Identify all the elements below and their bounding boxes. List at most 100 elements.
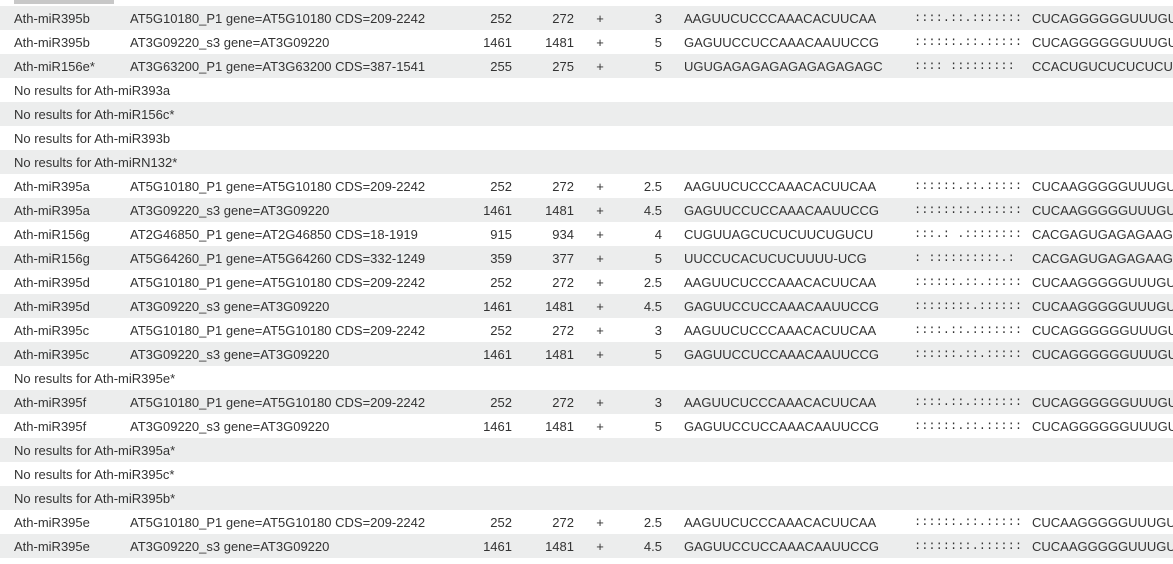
cell-target: AT5G10180_P1 gene=AT5G10180 CDS=209-2242 (124, 6, 456, 30)
cell-mirna_seq: CUCAAGGGGGUUUGUGAAGUC (1024, 534, 1173, 558)
table-row: No results for Ath-miR395c* (0, 462, 1173, 486)
cell-mirna_seq: CUCAGGGGGGUUUGUGAAGUC (1024, 390, 1173, 414)
cell-align: ::::::.::.:::::: ::: : (908, 342, 1024, 366)
cell-strand: + (580, 534, 620, 558)
cell-start: 1461 (456, 342, 518, 366)
cell-mirna_seq: CUCAGGGGGGUUUGUGAAGUC (1024, 318, 1173, 342)
cell-mirna: Ath-miR395c (0, 318, 124, 342)
cell-mirna: Ath-miR156e* (0, 54, 124, 78)
cell-target_seq: CUGUUAGCUCUCUUCUGUCU (668, 222, 908, 246)
cell-strand: + (580, 246, 620, 270)
cell-start: 1461 (456, 30, 518, 54)
cell-strand: + (580, 198, 620, 222)
cell-mirna_seq: CCACUGUCUCUCUCUCAUUCG (1024, 54, 1173, 78)
cell-score: 2.5 (620, 270, 668, 294)
cell-mirna: Ath-miR395d (0, 294, 124, 318)
cell-strand: + (580, 510, 620, 534)
table-row: Ath-miR395cAT5G10180_P1 gene=AT5G10180 C… (0, 318, 1173, 342)
cell-align: :::.: .::::::::::: (908, 222, 1024, 246)
table-row: No results for Ath-miR395a* (0, 438, 1173, 462)
cell-score: 2.5 (620, 174, 668, 198)
cell-score: 5 (620, 342, 668, 366)
cell-end: 377 (518, 246, 580, 270)
cell-target: AT5G10180_P1 gene=AT5G10180 CDS=209-2242 (124, 174, 456, 198)
cell-mirna_seq: CUCAAGGGGGUUUGUGAAGUC (1024, 198, 1173, 222)
cell-mirna_seq: CUCAAGGGGGUUUGUGAAGUC (1024, 510, 1173, 534)
cell-target_seq: GAGUUCCUCCAAACAAUUCCG (668, 342, 908, 366)
cell-strand: + (580, 222, 620, 246)
cell-mirna: Ath-miR395a (0, 174, 124, 198)
cell-mirna_seq: CUCAAGGGGGUUUGUGAAGUC (1024, 174, 1173, 198)
cell-target_seq: AAGUUCUCCCAAACACUUCAA (668, 318, 908, 342)
cell-target: AT3G09220_s3 gene=AT3G09220 (124, 414, 456, 438)
cell-score: 5 (620, 30, 668, 54)
cell-score: 4.5 (620, 534, 668, 558)
cell-end: 275 (518, 54, 580, 78)
cell-score: 4.5 (620, 294, 668, 318)
table-row: Ath-miR395bAT5G10180_P1 gene=AT5G10180 C… (0, 6, 1173, 30)
cell-start: 1461 (456, 294, 518, 318)
cell-mirna: Ath-miR395f (0, 390, 124, 414)
cell-start: 1461 (456, 414, 518, 438)
cell-strand: + (580, 270, 620, 294)
cell-start: 252 (456, 6, 518, 30)
cell-start: 252 (456, 318, 518, 342)
cell-mirna: Ath-miR156g (0, 222, 124, 246)
cell-strand: + (580, 6, 620, 30)
cell-score: 5 (620, 54, 668, 78)
cell-target: AT3G09220_s3 gene=AT3G09220 (124, 30, 456, 54)
table-row: Ath-miR395eAT3G09220_s3 gene=AT3G0922014… (0, 534, 1173, 558)
table-row: Ath-miR395dAT5G10180_P1 gene=AT5G10180 C… (0, 270, 1173, 294)
table-row: Ath-miR156e*AT3G63200_P1 gene=AT3G63200 … (0, 54, 1173, 78)
cell-mirna_seq: CACGAGUGAGAGAAGACAGC (1024, 246, 1173, 270)
cell-mirna_seq: CUCAAGGGGGUUUGUGAAGUC (1024, 270, 1173, 294)
cell-align: ::::.::.::::::::::::: (908, 390, 1024, 414)
cell-align: ::::.::.::::::::::::: (908, 6, 1024, 30)
cell-align: ::::::.::.::::::::::: (908, 270, 1024, 294)
cell-end: 934 (518, 222, 580, 246)
no-results-message: No results for Ath-miR395c* (0, 462, 1173, 486)
cell-target: AT3G09220_s3 gene=AT3G09220 (124, 294, 456, 318)
cell-start: 252 (456, 510, 518, 534)
cell-end: 272 (518, 6, 580, 30)
cell-strand: + (580, 390, 620, 414)
no-results-message: No results for Ath-miR395e* (0, 366, 1173, 390)
table-row: No results for Ath-miRN132* (0, 150, 1173, 174)
cell-target: AT5G10180_P1 gene=AT5G10180 CDS=209-2242 (124, 318, 456, 342)
cell-align: ::::.::.::::::::::::: (908, 318, 1024, 342)
cell-target: AT5G10180_P1 gene=AT5G10180 CDS=209-2242 (124, 270, 456, 294)
cell-target: AT3G63200_P1 gene=AT3G63200 CDS=387-1541 (124, 54, 456, 78)
cell-end: 272 (518, 270, 580, 294)
table-row: Ath-miR395dAT3G09220_s3 gene=AT3G0922014… (0, 294, 1173, 318)
table-row: Ath-miR395aAT5G10180_P1 gene=AT5G10180 C… (0, 174, 1173, 198)
results-table: Ath-miR395bAT5G10180_P1 gene=AT5G10180 C… (0, 6, 1173, 558)
table-row: No results for Ath-miR393b (0, 126, 1173, 150)
cell-target: AT5G64260_P1 gene=AT5G64260 CDS=332-1249 (124, 246, 456, 270)
cell-target: AT3G09220_s3 gene=AT3G09220 (124, 198, 456, 222)
cell-align: ::::::.::.::::::::::: (908, 510, 1024, 534)
cell-mirna_seq: CUCAGGGGGGUUUGUGAAGUC (1024, 30, 1173, 54)
cell-end: 1481 (518, 294, 580, 318)
table-row: Ath-miR395aAT3G09220_s3 gene=AT3G0922014… (0, 198, 1173, 222)
cell-mirna: Ath-miR395b (0, 6, 124, 30)
cell-target_seq: GAGUUCCUCCAAACAAUUCCG (668, 414, 908, 438)
cell-target: AT2G46850_P1 gene=AT2G46850 CDS=18-1919 (124, 222, 456, 246)
cell-target_seq: GAGUUCCUCCAAACAAUUCCG (668, 30, 908, 54)
cell-start: 915 (456, 222, 518, 246)
cell-start: 359 (456, 246, 518, 270)
cell-target_seq: UUCCUCACUCUCUUUU-UCG (668, 246, 908, 270)
cell-align: :::: ::::::::: .::: (908, 54, 1024, 78)
cell-target_seq: GAGUUCCUCCAAACAAUUCCG (668, 294, 908, 318)
cell-align: ::::::.::.::::::::::: (908, 174, 1024, 198)
cell-target: AT3G09220_s3 gene=AT3G09220 (124, 534, 456, 558)
cell-mirna_seq: CACGAGUGAGAGAAGACAGC (1024, 222, 1173, 246)
cell-target: AT3G09220_s3 gene=AT3G09220 (124, 342, 456, 366)
cell-mirna: Ath-miR395b (0, 30, 124, 54)
cell-target_seq: AAGUUCUCCCAAACACUUCAA (668, 174, 908, 198)
cell-start: 1461 (456, 534, 518, 558)
cell-score: 5 (620, 414, 668, 438)
cell-score: 4 (620, 222, 668, 246)
cell-strand: + (580, 414, 620, 438)
cell-target_seq: GAGUUCCUCCAAACAAUUCCG (668, 534, 908, 558)
cell-strand: + (580, 174, 620, 198)
